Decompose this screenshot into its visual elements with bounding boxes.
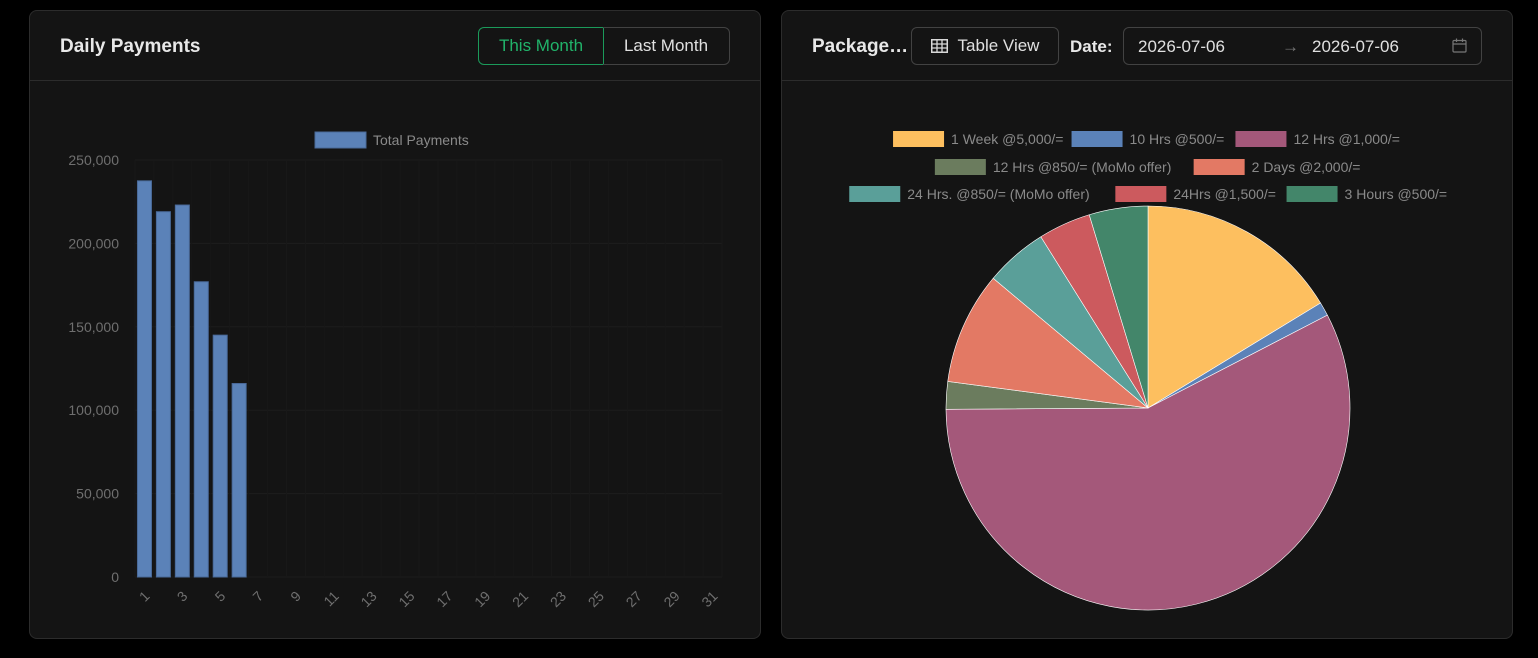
- legend-swatch-2: [1235, 131, 1287, 147]
- x-tick-label: 19: [471, 588, 493, 610]
- daily-payments-title: Daily Payments: [60, 36, 201, 57]
- x-tick-label: 27: [623, 588, 645, 610]
- x-tick-label: 5: [212, 588, 229, 605]
- x-tick-label: 21: [509, 588, 531, 610]
- table-view-label: Table View: [957, 36, 1040, 55]
- package-title: Package ...: [812, 36, 910, 57]
- legend-swatch-7: [1286, 186, 1338, 202]
- daily-payments-bar-chart: Total Payments 0 50,000 100,000 150,000 200,0…: [68, 131, 723, 610]
- calendar-icon[interactable]: [1452, 38, 1467, 58]
- last-month-button[interactable]: Last Month: [603, 27, 730, 65]
- y-tick-label: 250,000: [68, 152, 119, 168]
- legend-label-0: 1 Week @5,000/=: [951, 131, 1063, 147]
- x-tick-label: 11: [320, 588, 342, 610]
- x-tick-label: 7: [249, 588, 266, 605]
- legend-swatch-4: [1193, 159, 1245, 175]
- legend-swatch-1: [1071, 131, 1123, 147]
- legend-label-4: 2 Days @2,000/=: [1252, 159, 1361, 175]
- bar-day-5: [212, 334, 228, 578]
- x-tick-label: 17: [433, 588, 455, 610]
- legend-swatch-3: [934, 159, 986, 175]
- legend-label-6: 24Hrs @1,500/=: [1173, 186, 1276, 202]
- legend-label-total-payments: Total Payments: [373, 132, 469, 148]
- x-tick-label: 9: [287, 588, 304, 605]
- pie-slice-0: [1147, 205, 1321, 409]
- y-tick-label: 100,000: [68, 402, 119, 418]
- pie-slice-4: [947, 277, 1149, 409]
- legend-label-1: 10 Hrs @500/=: [1130, 131, 1225, 147]
- y-tick-label: 200,000: [68, 235, 119, 251]
- date-start-input[interactable]: 2026-07-06: [1138, 37, 1225, 56]
- table-view-button[interactable]: Table View: [911, 27, 1059, 65]
- date-range-picker[interactable]: 2026-07-06 → 2026-07-06: [1123, 27, 1482, 65]
- x-tick-label: 13: [357, 588, 379, 610]
- x-tick-label: 1: [136, 588, 153, 605]
- this-month-button[interactable]: This Month: [478, 27, 604, 65]
- bar-day-6: [231, 383, 247, 578]
- x-tick-label: 29: [660, 588, 682, 610]
- daily-payments-header: Daily Payments This Month Last Month: [30, 11, 760, 81]
- legend-swatch-5: [849, 186, 901, 202]
- legend-label-2: 12 Hrs @1,000/=: [1293, 131, 1399, 147]
- date-label: Date:: [1070, 37, 1113, 56]
- pie-legend: 1 Week @5,000/= 10 Hrs @500/= 12 Hrs @1,00…: [849, 131, 1447, 202]
- package-card: Package ... Table View Date: 2026-07-06 …: [781, 10, 1513, 639]
- daily-payments-card: Daily Payments This Month Last Month Tot…: [29, 10, 761, 639]
- table-icon: [930, 39, 948, 53]
- y-tick-label: 150,000: [68, 319, 119, 335]
- bar-day-4: [193, 281, 209, 578]
- x-tick-label: 31: [698, 588, 720, 610]
- bar-day-2: [155, 211, 171, 578]
- y-tick-label: 0: [111, 569, 119, 585]
- legend-swatch-0: [893, 131, 945, 147]
- package-header: Package ... Table View Date: 2026-07-06 …: [782, 11, 1512, 81]
- legend-label-3: 12 Hrs @850/= (MoMo offer): [993, 159, 1172, 175]
- x-tick-label: 25: [585, 588, 607, 610]
- package-pie-chart: 1 Week @5,000/= 10 Hrs @500/= 12 Hrs @1,00…: [849, 131, 1447, 611]
- x-tick-label: 15: [395, 588, 417, 610]
- bar-day-1: [136, 180, 152, 578]
- bar-day-3: [174, 204, 190, 578]
- legend-swatch-total-payments: [314, 131, 367, 149]
- x-tick-label: 3: [174, 588, 191, 605]
- bar-legend: Total Payments: [314, 131, 469, 149]
- x-tick-label: 23: [547, 588, 569, 610]
- date-range-arrow-icon: →: [1282, 37, 1299, 56]
- legend-label-7: 3 Hours @500/=: [1345, 186, 1448, 202]
- y-tick-label: 50,000: [76, 486, 119, 502]
- legend-swatch-6: [1115, 186, 1167, 202]
- legend-label-5: 24 Hrs. @850/= (MoMo offer): [907, 186, 1089, 202]
- pie-slice-7: [1088, 205, 1149, 409]
- date-end-input[interactable]: 2026-07-06: [1312, 37, 1399, 56]
- pie-slice-2: [945, 314, 1351, 611]
